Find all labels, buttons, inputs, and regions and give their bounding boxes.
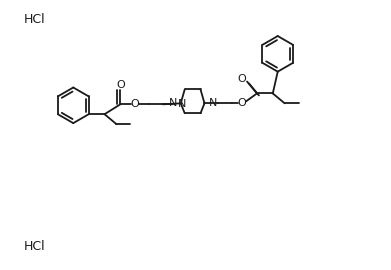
Text: O: O: [131, 99, 140, 109]
Text: HCl: HCl: [24, 240, 45, 253]
Text: O: O: [238, 98, 246, 108]
Text: N: N: [178, 99, 186, 109]
Text: N: N: [169, 98, 177, 108]
Text: O: O: [238, 74, 246, 84]
Text: HCl: HCl: [24, 13, 45, 26]
Text: N: N: [208, 98, 217, 108]
Text: O: O: [116, 80, 125, 90]
